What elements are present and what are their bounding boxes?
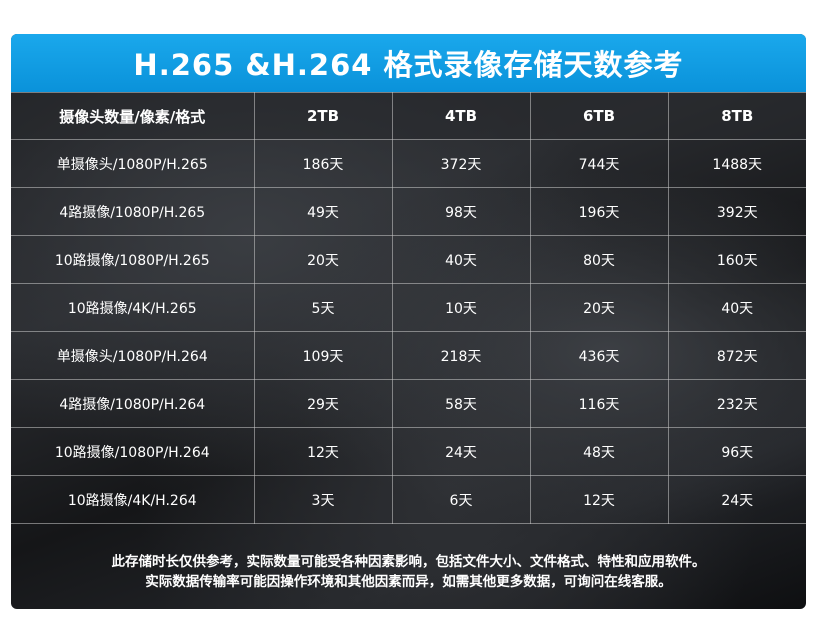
row-label: 单摄像头/1080P/H.264 [11, 331, 255, 380]
table-cell: 58天 [391, 379, 531, 428]
table-cell: 12天 [529, 475, 669, 524]
table-row: 10路摄像/4K/H.264 3天 6天 12天 24天 [11, 475, 806, 524]
table-header-row: 摄像头数量/像素/格式 2TB 4TB 6TB 8TB [11, 92, 806, 140]
table-cell: 10天 [391, 283, 531, 332]
table-cell: 80天 [529, 235, 669, 284]
table-row: 10路摄像/1080P/H.264 12天 24天 48天 96天 [11, 427, 806, 476]
table-row: 单摄像头/1080P/H.265 186天 372天 744天 1488天 [11, 139, 806, 188]
table-cell: 392天 [667, 187, 806, 236]
footnote-line-1: 此存储时长仅供参考，实际数量可能受各种因素影响，包括文件大小、文件格式、特性和应… [111, 554, 706, 570]
table-cell: 49天 [253, 187, 393, 236]
table-cell: 20天 [529, 283, 669, 332]
table-row: 4路摄像/1080P/H.264 29天 58天 116天 232天 [11, 379, 806, 428]
table-cell: 40天 [391, 235, 531, 284]
table-cell: 436天 [529, 331, 669, 380]
table-cell: 1488天 [667, 139, 806, 188]
row-label: 4路摄像/1080P/H.265 [11, 187, 255, 236]
table-cell: 3天 [253, 475, 393, 524]
table-row: 10路摄像/4K/H.265 5天 10天 20天 40天 [11, 283, 806, 332]
table-cell: 40天 [667, 283, 806, 332]
table-cell: 6天 [391, 475, 531, 524]
table-cell: 744天 [529, 139, 669, 188]
table-cell: 186天 [253, 139, 393, 188]
table-row: 单摄像头/1080P/H.264 109天 218天 436天 872天 [11, 331, 806, 380]
table-cell: 24天 [391, 427, 531, 476]
footnote: 此存储时长仅供参考，实际数量可能受各种因素影响，包括文件大小、文件格式、特性和应… [11, 552, 806, 592]
table-cell: 5天 [253, 283, 393, 332]
table-cell: 218天 [391, 331, 531, 380]
row-label: 4路摄像/1080P/H.264 [11, 379, 255, 428]
table-cell: 116天 [529, 379, 669, 428]
header-cell-6tb: 6TB [529, 92, 669, 140]
table-cell: 98天 [391, 187, 531, 236]
header-cell-2tb: 2TB [253, 92, 393, 140]
header-cell-8tb: 8TB [667, 92, 806, 140]
header-cell-4tb: 4TB [391, 92, 531, 140]
storage-days-table: 摄像头数量/像素/格式 2TB 4TB 6TB 8TB 单摄像头/1080P/H… [11, 92, 806, 524]
title-bar: H.265 &H.264 格式录像存储天数参考 [11, 34, 806, 92]
table-row: 4路摄像/1080P/H.265 49天 98天 196天 392天 [11, 187, 806, 236]
table-cell: 232天 [667, 379, 806, 428]
table-cell: 372天 [391, 139, 531, 188]
row-label: 10路摄像/4K/H.265 [11, 283, 255, 332]
table-cell: 872天 [667, 331, 806, 380]
row-label: 10路摄像/4K/H.264 [11, 475, 255, 524]
table-cell: 160天 [667, 235, 806, 284]
row-label: 10路摄像/1080P/H.264 [11, 427, 255, 476]
table-cell: 96天 [667, 427, 806, 476]
row-label: 单摄像头/1080P/H.265 [11, 139, 255, 188]
table-cell: 196天 [529, 187, 669, 236]
storage-reference-card: H.265 &H.264 格式录像存储天数参考 摄像头数量/像素/格式 2TB … [11, 34, 806, 609]
table-cell: 24天 [667, 475, 806, 524]
header-cell-config: 摄像头数量/像素/格式 [11, 92, 255, 140]
footnote-line-2: 实际数据传输率可能因操作环境和其他因素而异，如需其他更多数据，可询问在线客服。 [145, 574, 672, 590]
page-title: H.265 &H.264 格式录像存储天数参考 [133, 48, 684, 82]
table-cell: 48天 [529, 427, 669, 476]
table-cell: 109天 [253, 331, 393, 380]
row-label: 10路摄像/1080P/H.265 [11, 235, 255, 284]
table-cell: 12天 [253, 427, 393, 476]
table-row: 10路摄像/1080P/H.265 20天 40天 80天 160天 [11, 235, 806, 284]
table-cell: 29天 [253, 379, 393, 428]
table-cell: 20天 [253, 235, 393, 284]
